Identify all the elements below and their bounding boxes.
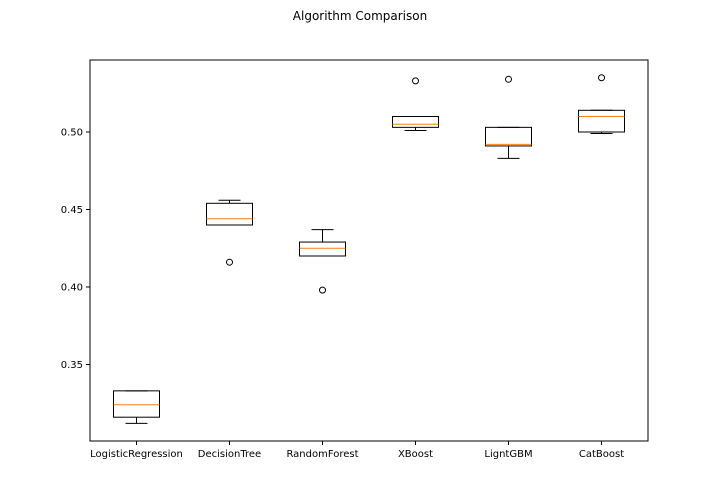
y-tick-label: 0.40 [61, 283, 83, 294]
iqr-box [485, 126, 532, 147]
plot-area-frame [89, 59, 649, 442]
box-LogisticRegression [113, 390, 160, 424]
x-tick-label: LogisticRegression [90, 449, 183, 460]
x-tick-label: CatBoost [579, 449, 624, 460]
outlier-point [598, 74, 605, 82]
box-LigntGBM [485, 75, 532, 159]
iqr-box [299, 241, 346, 257]
iqr-box [113, 390, 160, 418]
x-axis: LogisticRegression DecisionTree RandomFore… [90, 441, 624, 460]
box-DecisionTree [206, 199, 253, 266]
x-tick-label: DecisionTree [198, 449, 261, 460]
x-tick-label: RandomForest [286, 449, 358, 460]
iqr-box [578, 109, 625, 133]
y-tick-label: 0.45 [61, 205, 83, 216]
chart-title: Algorithm Comparison [293, 9, 427, 23]
box-XBoost [392, 77, 439, 131]
outlier-point [319, 286, 326, 294]
y-tick-label: 0.35 [61, 360, 83, 371]
outlier-point [226, 258, 233, 266]
y-tick-label: 0.50 [61, 128, 83, 139]
y-axis: 0.35 0.40 0.45 0.50 [61, 128, 90, 371]
box-RandomForest [299, 229, 346, 294]
iqr-box [392, 116, 439, 128]
iqr-box [206, 202, 253, 226]
x-tick-label: XBoost [398, 449, 433, 460]
box-CatBoost [578, 74, 625, 135]
x-tick-label: LigntGBM [484, 449, 532, 460]
outlier-point [412, 77, 419, 85]
box-series [113, 74, 625, 424]
outlier-point [505, 75, 512, 83]
